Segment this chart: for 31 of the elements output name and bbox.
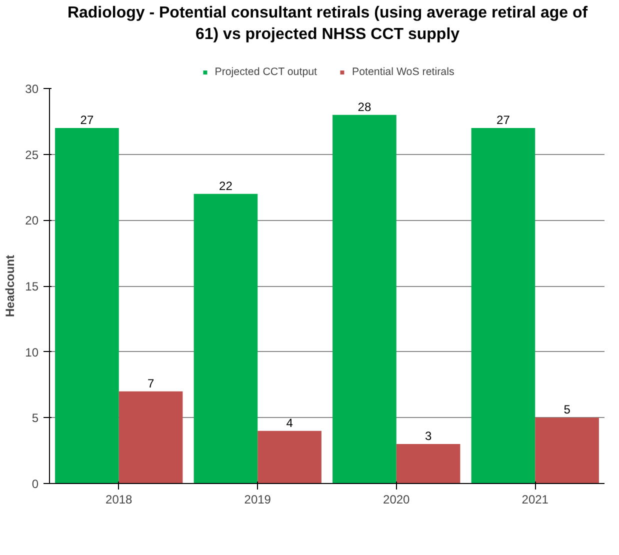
bar bbox=[535, 418, 599, 484]
x-tick-label: 2021 bbox=[522, 492, 549, 506]
data-label: 28 bbox=[358, 100, 372, 114]
data-label: 27 bbox=[496, 113, 510, 127]
y-tick-label: 25 bbox=[25, 148, 39, 162]
legend-label: Potential WoS retirals bbox=[352, 66, 454, 78]
y-tick-label: 30 bbox=[25, 82, 39, 96]
y-tick-label: 20 bbox=[25, 214, 39, 228]
data-label: 22 bbox=[219, 178, 233, 193]
bar bbox=[118, 391, 183, 484]
y-tick-label: 15 bbox=[25, 280, 39, 294]
y-tick-label: 10 bbox=[25, 345, 39, 360]
y-tick-label: 0 bbox=[32, 477, 39, 491]
legend-label: Projected CCT output bbox=[214, 66, 318, 78]
data-label: 7 bbox=[147, 376, 154, 390]
chart-title: Radiology - Potential consultant retirals (using average retiral age of 61) vs projected NHSS CCT supply bbox=[67, 4, 588, 44]
x-tick-label: 2019 bbox=[244, 492, 272, 506]
bar bbox=[258, 430, 322, 484]
bar bbox=[332, 114, 396, 484]
bar bbox=[194, 194, 258, 484]
y-axis-title: Headcount bbox=[3, 254, 18, 317]
data-label: 3 bbox=[424, 429, 432, 443]
y-tick-label: 5 bbox=[32, 411, 39, 426]
x-tick-label: 2020 bbox=[383, 492, 410, 506]
bar bbox=[471, 128, 536, 484]
data-label: 5 bbox=[564, 402, 571, 417]
data-label: 4 bbox=[286, 416, 294, 430]
data-label: 27 bbox=[80, 113, 94, 127]
x-tick-label: 2018 bbox=[106, 492, 133, 506]
bar bbox=[396, 444, 460, 484]
bar bbox=[55, 128, 119, 484]
